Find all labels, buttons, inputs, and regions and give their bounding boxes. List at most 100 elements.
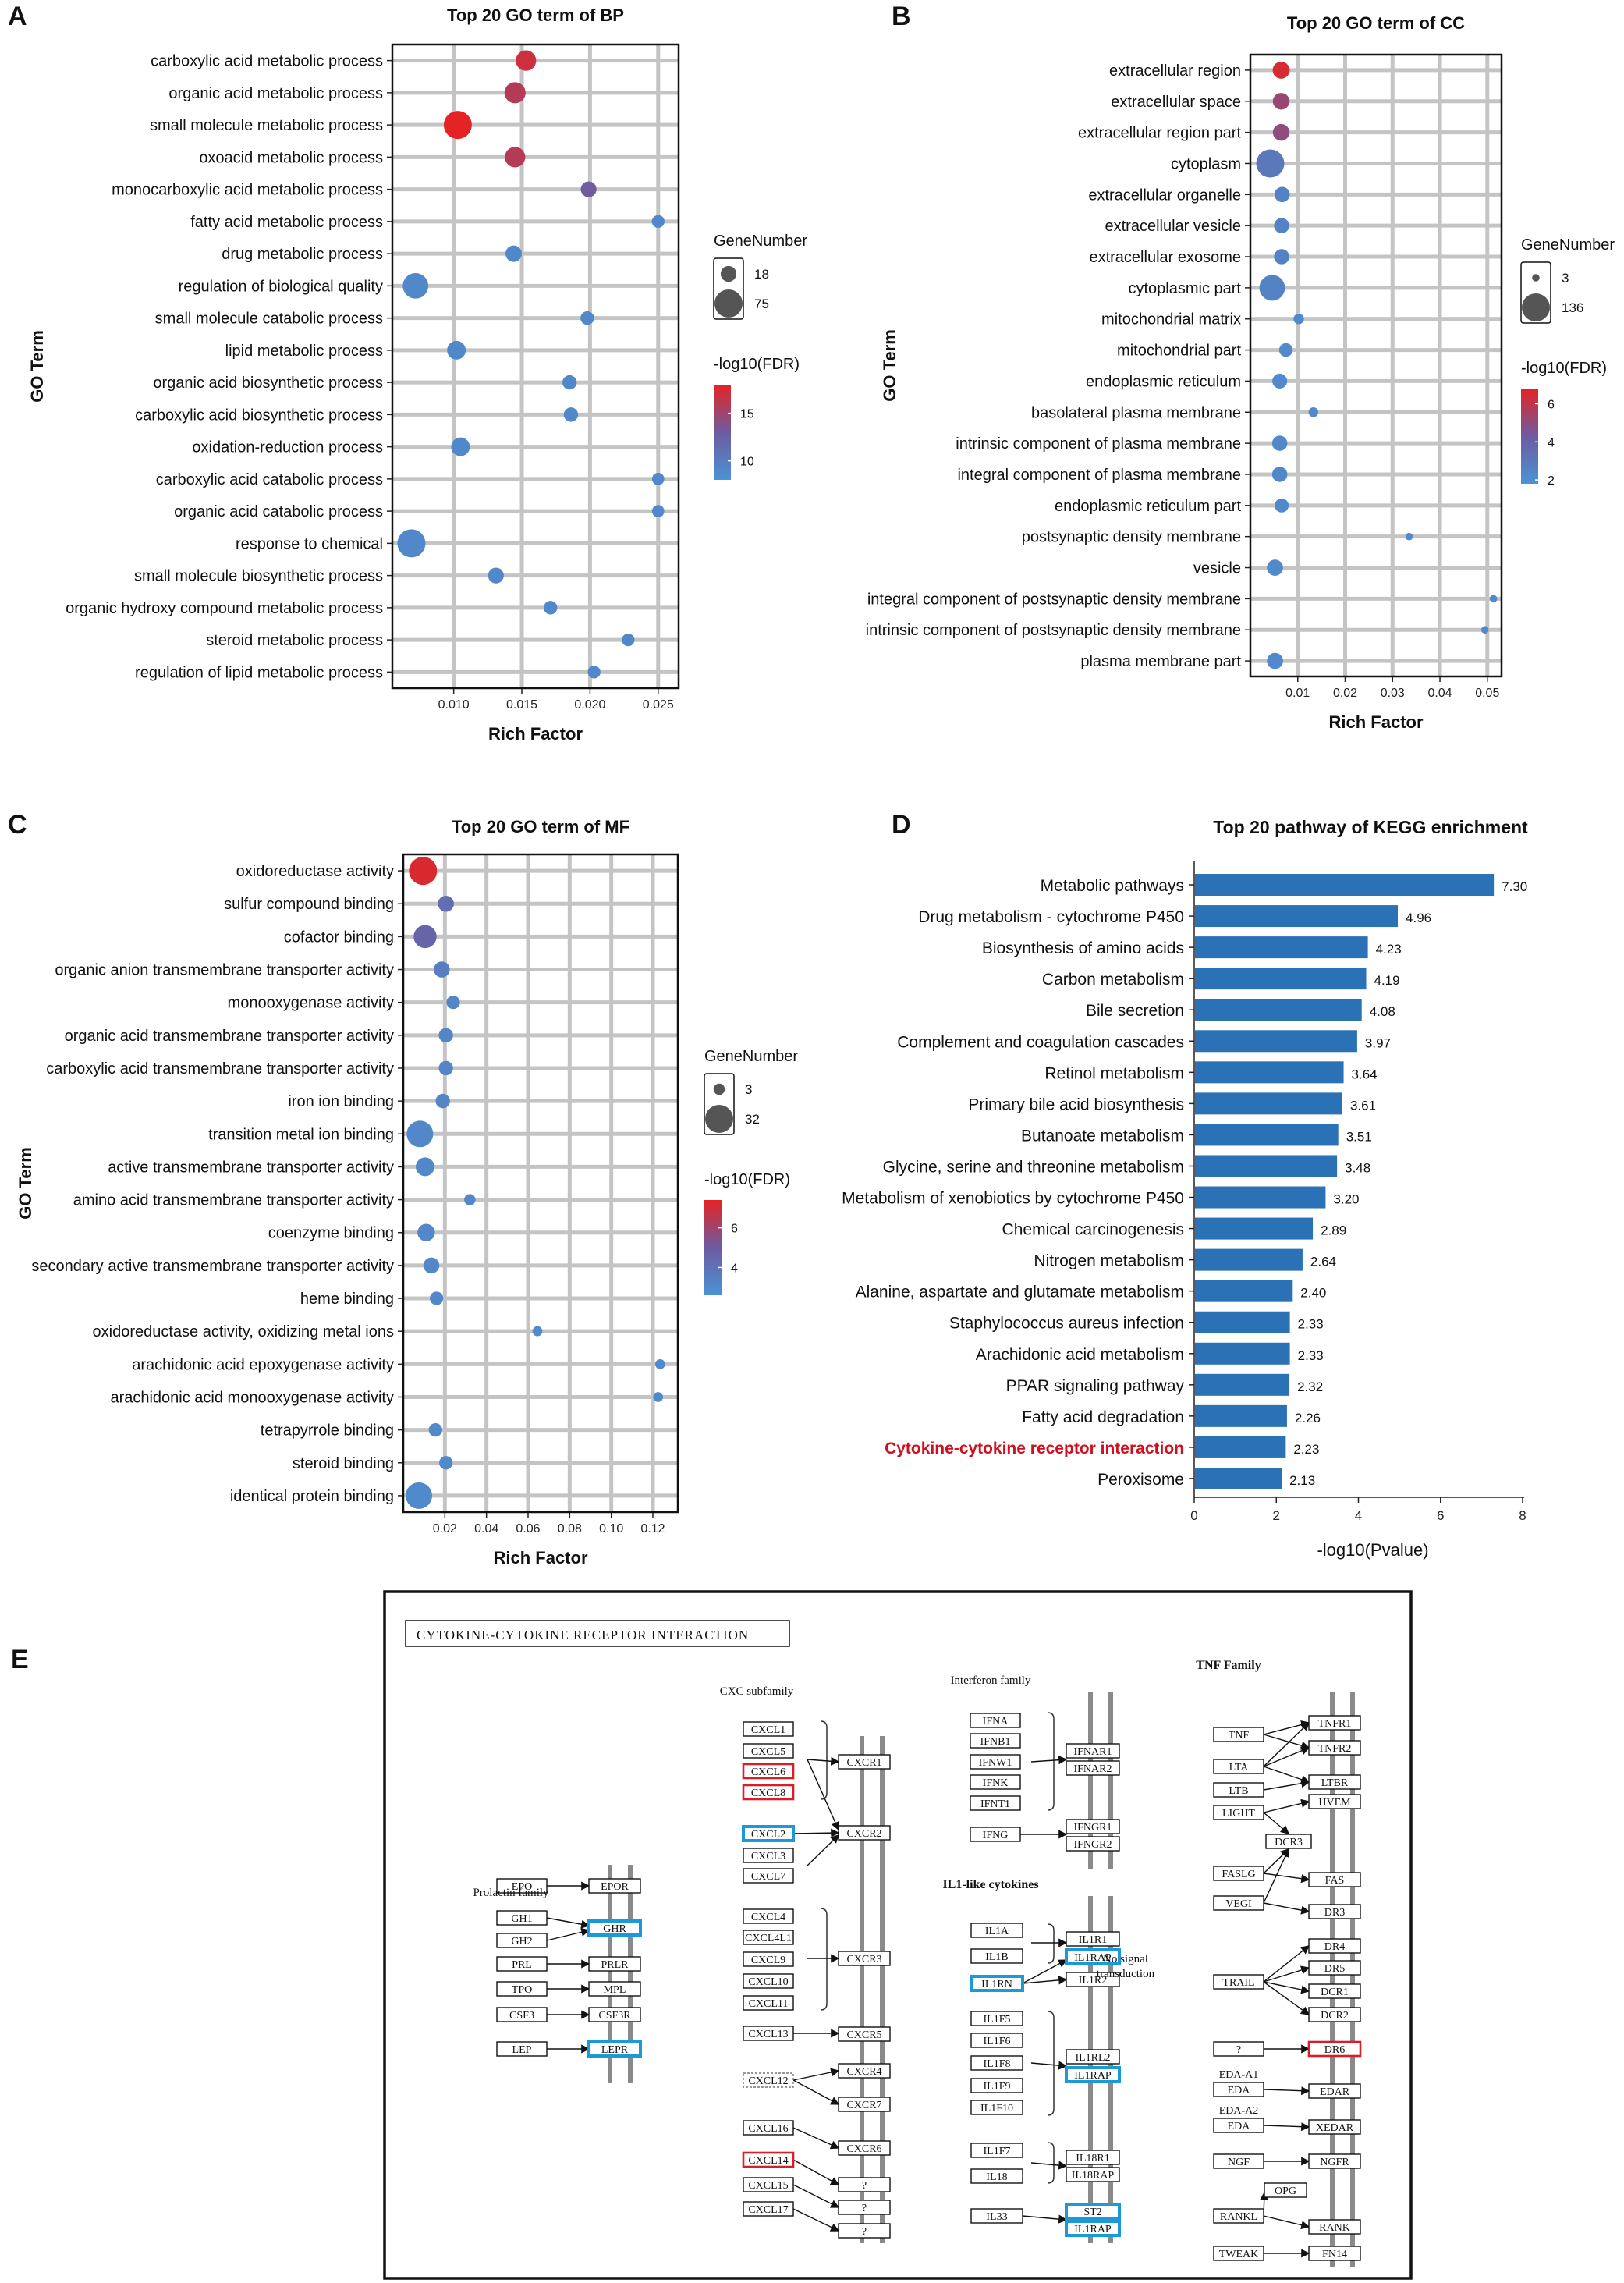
gene-node-box xyxy=(1066,1760,1120,1776)
go-term-label: extracellular organelle xyxy=(1088,186,1241,204)
gene-node-label: EDA xyxy=(1228,2121,1251,2132)
go-term-label: carboxylic acid transmembrane transporte… xyxy=(46,1060,394,1078)
data-point xyxy=(505,245,523,262)
pathway-label: Retinol metabolism xyxy=(1044,1064,1184,1082)
legend-color-tick: 6 xyxy=(731,1223,738,1236)
x-tick-label: 8 xyxy=(1519,1508,1526,1523)
interaction-arrow xyxy=(792,2159,840,2185)
legend-size-label: 18 xyxy=(754,267,769,282)
gene-node-box xyxy=(970,1774,1021,1790)
legend-color-bar xyxy=(704,1200,722,1295)
gene-node-box xyxy=(743,1995,794,2011)
x-tick-label: 0.02 xyxy=(1333,687,1357,700)
go-term-label: regulation of biological quality xyxy=(179,278,383,295)
gene-node-box xyxy=(970,1713,1021,1728)
gene-node-box xyxy=(1213,1805,1264,1820)
legend-size-title: GeneNumber xyxy=(714,233,807,250)
gene-node-label: TWEAK xyxy=(1219,2249,1259,2260)
gene-node-label: IL1F10 xyxy=(980,2103,1013,2114)
gene-node-box xyxy=(1308,1960,1361,1976)
legend-size-label: 3 xyxy=(745,1082,752,1097)
bar-value-label: 3.61 xyxy=(1350,1098,1376,1113)
x-tick-label: 0.04 xyxy=(474,1522,498,1536)
gene-node-box xyxy=(970,1827,1021,1842)
gene-node-box xyxy=(1308,1983,1361,1999)
go-term-label: integral component of postsynaptic densi… xyxy=(867,591,1241,608)
gene-node-label: CXCL15 xyxy=(748,2180,788,2192)
gene-node-box xyxy=(742,2151,795,2168)
y-axis-label: GO Term xyxy=(27,330,47,403)
gene-node-box xyxy=(970,2100,1023,2115)
gene-node-box xyxy=(743,2201,794,2217)
go-term-label: extracellular region part xyxy=(1078,125,1241,142)
data-point xyxy=(544,601,558,615)
x-tick-label: 0.08 xyxy=(558,1522,582,1536)
gene-node-label: CXCL13 xyxy=(748,2029,788,2040)
data-point xyxy=(1256,149,1285,178)
interaction-arrow xyxy=(1263,1812,1290,1834)
gene-node-box xyxy=(970,2055,1023,2071)
family-label: CXC subfamily xyxy=(720,1685,794,1698)
pathway-label: Butanoate metabolism xyxy=(1021,1127,1184,1145)
gene-node-label: CXCL2 xyxy=(751,1829,785,1841)
gene-node-label: TNFR1 xyxy=(1318,1718,1352,1730)
pathway-label: Drug metabolism - cytochrome P450 xyxy=(918,908,1184,926)
go-term-label: vesicle xyxy=(1193,560,1241,577)
go-term-label: intrinsic component of plasma membrane xyxy=(956,435,1241,453)
go-term-label: extracellular exosome xyxy=(1089,249,1241,266)
gene-node-label: IL1F9 xyxy=(984,2081,1011,2093)
gene-node-label: NGFR xyxy=(1320,2157,1349,2168)
bar-value-label: 2.40 xyxy=(1300,1286,1326,1301)
gene-node-label: IFNW1 xyxy=(979,1757,1012,1769)
data-point xyxy=(580,311,594,325)
interaction-arrow xyxy=(792,2068,840,2081)
gene-node-label: IFNK xyxy=(983,1777,1009,1789)
gene-node-box xyxy=(588,1981,641,1997)
gene-node-box xyxy=(1213,2153,1264,2169)
gene-node-label: CXCL12 xyxy=(748,2075,788,2087)
interaction-arrow xyxy=(1263,1981,1310,2015)
gene-node-caption: EDA-A1 xyxy=(1219,2069,1259,2081)
go-term-label: oxidoreductase activity, oxidizing metal… xyxy=(93,1323,394,1340)
chart-A: 0.010 0.015 0.020 0.025 carboxylic acid meta… xyxy=(27,5,807,744)
gene-node-box xyxy=(743,2177,794,2192)
go-term-label: endoplasmic reticulum part xyxy=(1055,498,1241,515)
gene-node-box xyxy=(1213,1974,1264,1990)
y-axis-label: GO Term xyxy=(880,329,899,402)
go-term-label: postsynaptic density membrane xyxy=(1022,529,1241,546)
gene-node-box xyxy=(496,1933,548,1948)
x-tick-label: 0.025 xyxy=(643,698,674,712)
data-point xyxy=(446,996,460,1010)
pathway-label: Nitrogen metabolism xyxy=(1034,1252,1184,1270)
legend-color-tick: 4 xyxy=(731,1262,738,1275)
chart-title: Top 20 GO term of MF xyxy=(452,817,629,836)
legend-color-tick: 6 xyxy=(1548,399,1555,412)
interaction-arrow xyxy=(1263,1722,1310,1767)
bar xyxy=(1195,968,1367,990)
go-term-label: carboxylic acid catabolic process xyxy=(156,471,383,488)
go-term-label: organic acid biosynthetic process xyxy=(153,375,383,392)
gene-node-label: TPO xyxy=(512,1984,532,1996)
gene-node-label: IL18R1 xyxy=(1076,2153,1110,2164)
bar xyxy=(1195,1280,1293,1302)
go-term-label: cytoplasmic part xyxy=(1129,280,1242,297)
pathway-label: Alanine, aspartate and glutamate metabol… xyxy=(856,1284,1184,1301)
bar-value-label: 2.89 xyxy=(1321,1223,1346,1238)
gene-node-label: RANKL xyxy=(1220,2211,1257,2223)
legend-color-title: -log10(FDR) xyxy=(704,1171,790,1188)
gene-node-box xyxy=(1308,1715,1361,1731)
bar xyxy=(1195,1373,1290,1396)
go-term-label: arachidonic acid monooxygenase activity xyxy=(110,1389,394,1406)
go-term-label: endoplasmic reticulum xyxy=(1086,373,1241,390)
gene-node-label: ? xyxy=(1236,2044,1241,2056)
data-point xyxy=(488,567,504,584)
data-point xyxy=(1293,314,1304,325)
gene-node-label: IL1F6 xyxy=(984,2036,1011,2047)
bar xyxy=(1195,1092,1342,1115)
gene-node-label: IL1RAP xyxy=(1074,2224,1112,2235)
gene-node-box xyxy=(970,1975,1024,1992)
gene-node-box xyxy=(587,1919,642,1937)
gene-node-label: IFNGR1 xyxy=(1073,1822,1112,1834)
data-point xyxy=(651,473,665,485)
go-term-label: extracellular space xyxy=(1111,94,1241,111)
